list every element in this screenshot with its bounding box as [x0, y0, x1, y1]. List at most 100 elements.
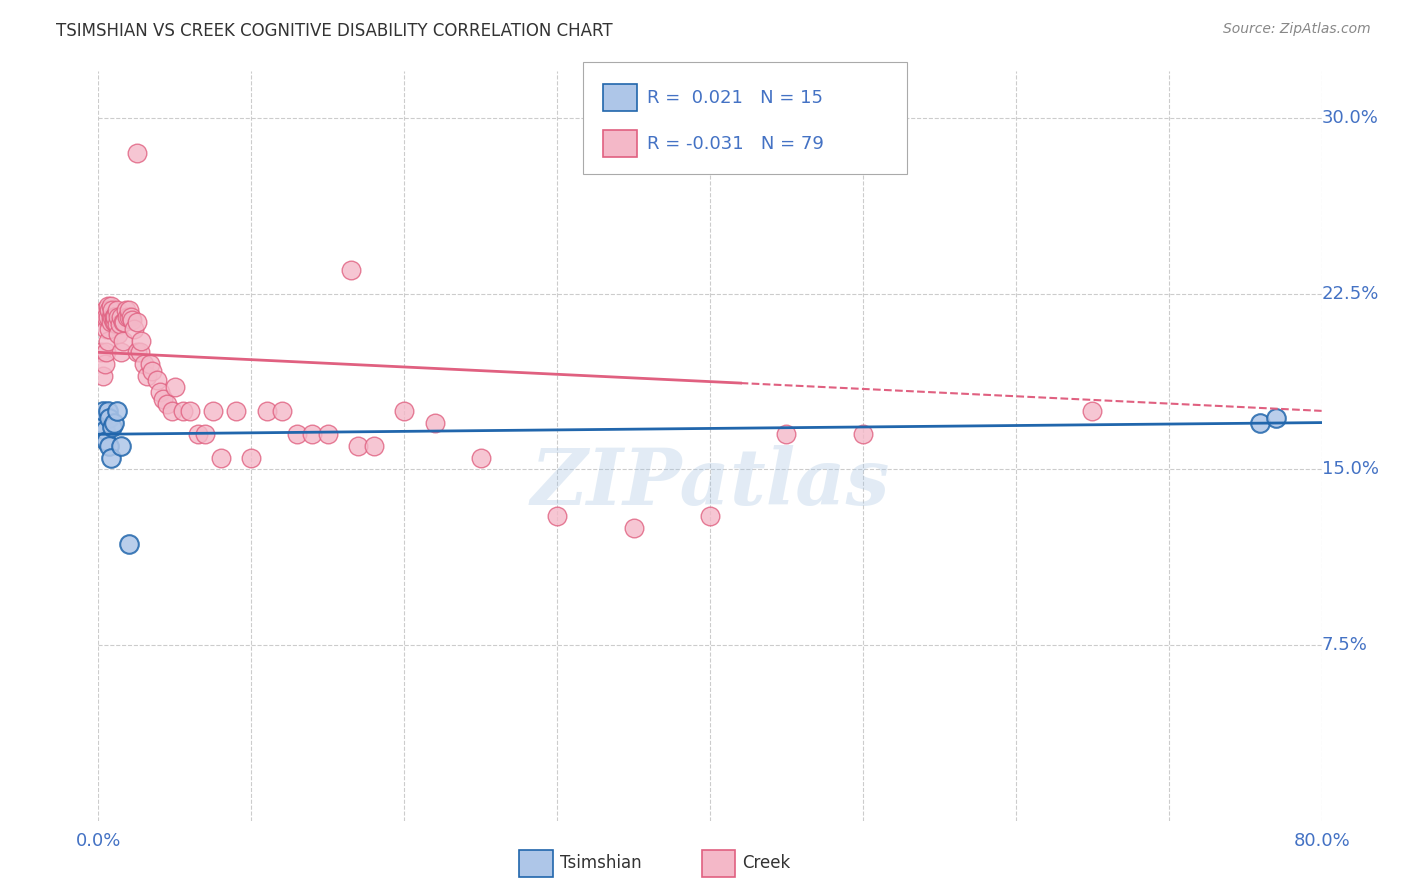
Point [1081, 404, 1104, 418]
Point [339, 263, 361, 277]
Point [104, 315, 127, 329]
Point [104, 310, 127, 325]
Point [108, 318, 131, 332]
Point [100, 315, 122, 329]
Text: 22.5%: 22.5% [1322, 285, 1379, 302]
Point [546, 509, 568, 524]
Point [100, 450, 122, 465]
Text: ZIPatlas: ZIPatlas [530, 445, 890, 522]
Point [775, 427, 797, 442]
Point [90, 345, 112, 359]
Text: 30.0%: 30.0% [1322, 109, 1378, 128]
Point [98, 303, 121, 318]
Text: 7.5%: 7.5% [1322, 636, 1368, 654]
Point [187, 427, 209, 442]
Text: 15.0%: 15.0% [1322, 460, 1379, 478]
Point [301, 427, 323, 442]
Point [91, 404, 114, 418]
Point [122, 322, 145, 336]
Point [97, 404, 120, 418]
Point [202, 404, 225, 418]
Point [423, 416, 446, 430]
Point [98, 322, 121, 336]
Point [139, 357, 162, 371]
Text: R = -0.031   N = 79: R = -0.031 N = 79 [647, 135, 824, 153]
Point [118, 303, 141, 318]
Point [120, 310, 142, 325]
Point [101, 303, 124, 318]
Point [125, 146, 148, 161]
Point [285, 427, 308, 442]
Point [256, 404, 278, 418]
Point [94, 345, 117, 359]
Point [118, 310, 141, 325]
Point [105, 404, 128, 418]
Point [225, 404, 247, 418]
Point [240, 450, 263, 465]
Text: TSIMSHIAN VS CREEK COGNITIVE DISABILITY CORRELATION CHART: TSIMSHIAN VS CREEK COGNITIVE DISABILITY … [56, 22, 613, 40]
Point [163, 380, 186, 394]
Text: Creek: Creek [742, 855, 790, 872]
Point [125, 315, 148, 329]
Point [117, 310, 139, 325]
Text: Tsimshian: Tsimshian [560, 855, 641, 872]
Point [156, 397, 179, 411]
Point [194, 427, 217, 442]
Point [125, 345, 148, 359]
Point [103, 310, 125, 325]
Point [347, 439, 370, 453]
Point [179, 404, 201, 418]
Point [172, 404, 194, 418]
Point [107, 326, 129, 341]
Point [392, 404, 416, 418]
Point [118, 537, 141, 551]
Point [103, 310, 125, 325]
Point [98, 410, 121, 425]
Point [470, 450, 492, 465]
Point [363, 439, 385, 453]
Point [128, 345, 150, 359]
Point [149, 385, 172, 400]
Point [91, 368, 114, 383]
Point [129, 334, 152, 348]
Point [90, 416, 112, 430]
Point [160, 404, 183, 418]
Point [94, 310, 117, 325]
Point [103, 315, 125, 329]
Point [107, 310, 129, 325]
Point [110, 310, 132, 325]
Point [121, 312, 143, 326]
Point [105, 318, 128, 332]
Point [852, 427, 875, 442]
Point [141, 364, 163, 378]
Point [93, 357, 115, 371]
Point [94, 322, 117, 336]
Point [134, 357, 156, 371]
Point [111, 334, 134, 348]
Point [136, 368, 159, 383]
Text: Source: ZipAtlas.com: Source: ZipAtlas.com [1223, 22, 1371, 37]
Point [98, 439, 121, 453]
Point [94, 434, 117, 449]
Point [110, 439, 132, 453]
Point [115, 303, 138, 318]
Point [209, 450, 232, 465]
Point [100, 310, 122, 325]
Point [105, 303, 128, 318]
Point [270, 404, 292, 418]
Point [1249, 416, 1271, 430]
Point [152, 392, 174, 407]
Point [97, 310, 120, 325]
Point [97, 298, 120, 313]
Point [103, 416, 125, 430]
Point [111, 315, 134, 329]
Point [112, 315, 135, 329]
Point [1264, 410, 1286, 425]
Text: R =  0.021   N = 15: R = 0.021 N = 15 [647, 88, 823, 107]
Point [97, 334, 120, 348]
Point [100, 298, 122, 313]
Point [91, 310, 114, 325]
Point [316, 427, 339, 442]
Point [101, 310, 124, 325]
Point [93, 303, 115, 318]
